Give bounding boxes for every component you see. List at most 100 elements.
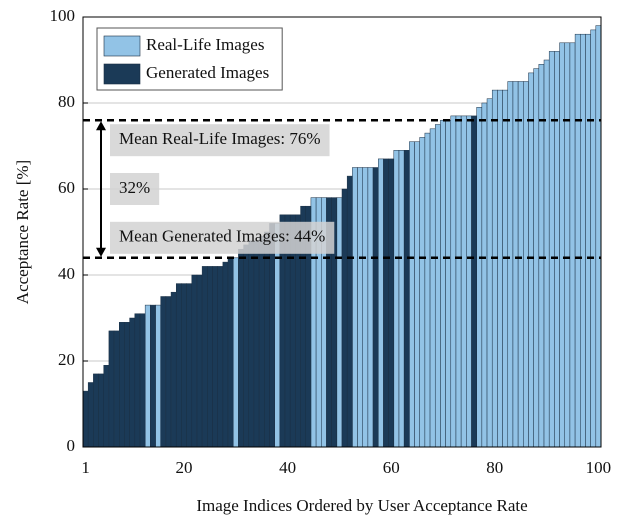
bar <box>466 115 472 448</box>
bar <box>243 244 250 448</box>
bar <box>403 150 410 448</box>
bar <box>393 150 400 448</box>
bar <box>419 137 426 448</box>
legend-label: Generated Images <box>146 63 269 82</box>
bar <box>497 89 503 448</box>
bar <box>507 81 514 448</box>
bar <box>362 167 369 448</box>
bar <box>108 330 115 448</box>
bar <box>580 33 586 448</box>
arrow-head <box>96 121 106 131</box>
y-axis-label: Acceptance Rate [%] <box>13 160 32 304</box>
bar <box>523 81 529 448</box>
bar <box>144 304 151 448</box>
legend-swatch <box>103 35 141 57</box>
bar <box>196 274 203 448</box>
bar <box>238 248 244 448</box>
y-tick-label: 0 <box>67 436 76 455</box>
bar <box>590 29 597 448</box>
bar <box>543 59 550 448</box>
x-tick-label: 40 <box>279 458 296 477</box>
bar <box>471 115 477 448</box>
bar <box>341 188 348 448</box>
bar <box>429 128 436 448</box>
arrow-label: 32% <box>119 178 150 197</box>
y-tick-label: 100 <box>50 6 76 25</box>
bar <box>87 382 94 448</box>
bar <box>352 167 358 448</box>
bar <box>434 124 441 448</box>
bar <box>476 107 483 448</box>
annotation-label: Mean Real-Life Images: 76% <box>119 129 321 148</box>
bar <box>595 25 602 448</box>
bar <box>409 141 415 448</box>
bar <box>186 283 193 448</box>
bar <box>150 304 156 448</box>
bar <box>388 158 395 448</box>
bar <box>512 81 519 448</box>
bar <box>559 42 565 448</box>
bar <box>414 141 420 448</box>
bar <box>528 72 534 448</box>
bar <box>207 266 213 448</box>
bar <box>440 119 446 448</box>
y-tick-label: 60 <box>58 178 75 197</box>
y-tick-label: 80 <box>58 92 75 111</box>
bar <box>554 51 560 448</box>
bar <box>460 115 467 448</box>
bar <box>248 240 255 448</box>
bar <box>548 51 555 448</box>
bar <box>569 42 576 448</box>
bar <box>129 317 136 448</box>
bar <box>491 89 498 448</box>
bar <box>165 296 172 448</box>
bar <box>113 330 120 448</box>
bar <box>212 266 218 448</box>
bar <box>222 261 229 448</box>
bar <box>398 150 405 448</box>
annotation-box <box>110 124 330 157</box>
bar <box>232 257 239 448</box>
bar <box>134 313 141 448</box>
y-tick-label: 20 <box>58 350 75 369</box>
bar <box>160 296 167 448</box>
bar <box>585 33 591 448</box>
bar <box>201 266 208 448</box>
annotation-box <box>110 173 160 205</box>
bar <box>175 283 182 448</box>
bar <box>217 266 224 448</box>
bar <box>124 322 130 448</box>
bar <box>336 197 343 448</box>
bar <box>533 68 540 448</box>
arrow-head <box>96 247 106 257</box>
bar <box>445 119 452 448</box>
x-tick-label: 60 <box>383 458 400 477</box>
bar <box>346 175 353 448</box>
bar <box>139 313 146 448</box>
bar <box>357 167 363 448</box>
x-tick-label: 100 <box>586 458 612 477</box>
bar <box>564 42 571 448</box>
bar <box>93 373 99 448</box>
legend-label: Real-Life Images <box>146 35 264 54</box>
bar <box>103 365 110 448</box>
x-tick-label: 80 <box>486 458 503 477</box>
bar <box>367 167 374 448</box>
legend-swatch <box>103 63 141 85</box>
bar <box>450 115 457 448</box>
bar <box>424 132 431 448</box>
bar <box>378 158 384 448</box>
x-axis-label: Image Indices Ordered by User Acceptance… <box>196 496 527 515</box>
bar <box>98 373 104 448</box>
bar <box>181 283 187 448</box>
bar <box>155 304 161 448</box>
bar <box>502 89 509 448</box>
bar <box>191 274 198 448</box>
bar <box>574 33 581 448</box>
bar <box>372 167 379 448</box>
bar <box>486 98 493 448</box>
bar <box>455 115 462 448</box>
bar <box>383 158 389 448</box>
bar <box>227 257 234 448</box>
